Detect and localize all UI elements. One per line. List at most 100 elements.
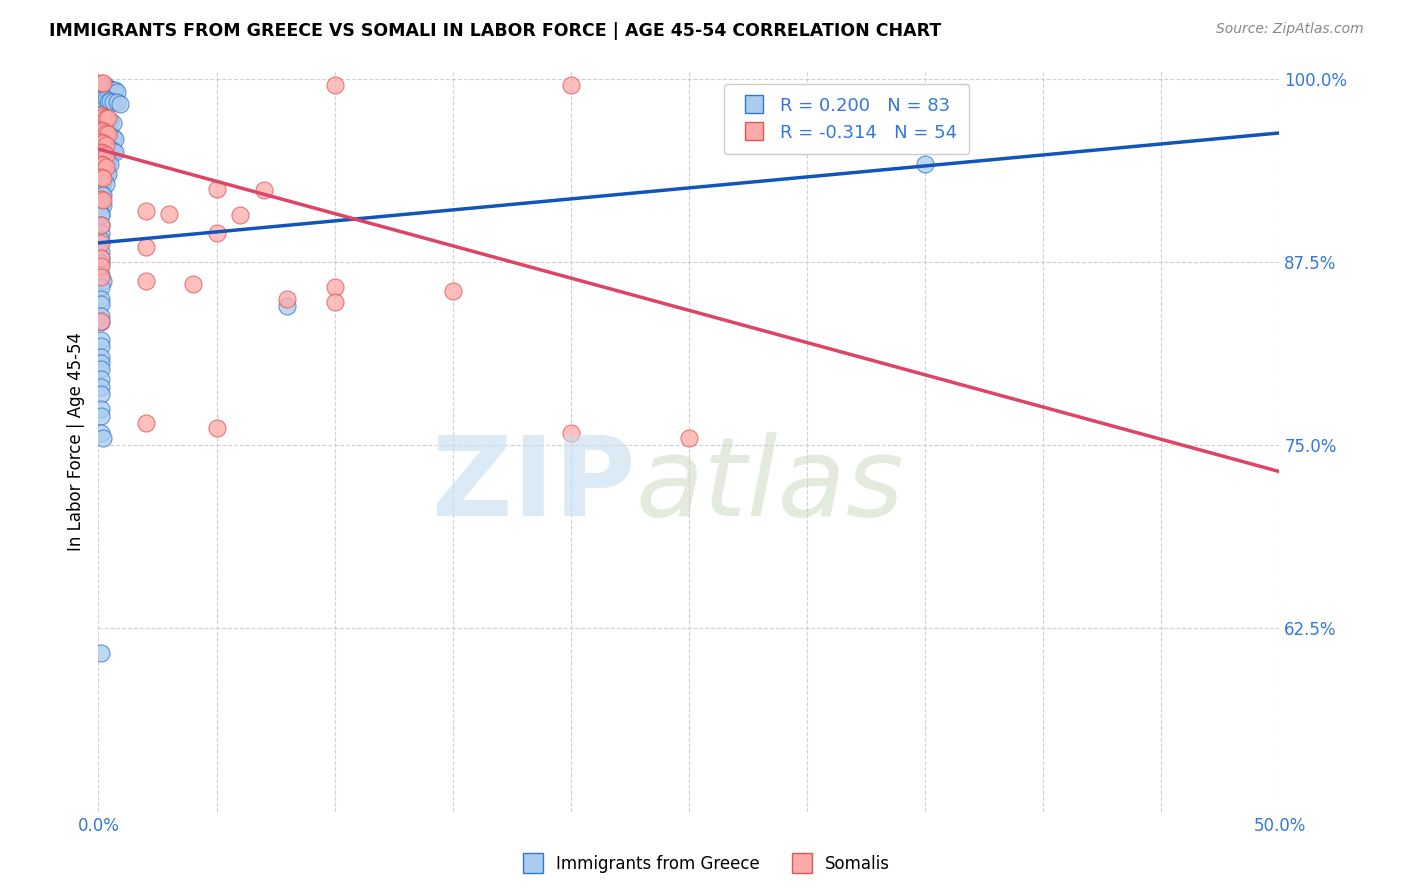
Point — [90, 387, 112, 401]
Point — [90, 78, 112, 93]
Point — [90, 157, 112, 171]
Point — [90, 233, 112, 247]
Point — [94, 92, 117, 106]
Point — [98, 94, 121, 108]
Point — [91, 153, 114, 167]
Point — [104, 83, 127, 97]
Point — [91, 124, 114, 138]
Point — [105, 85, 128, 99]
Text: ZIP: ZIP — [433, 433, 636, 540]
Point — [276, 292, 298, 306]
Point — [323, 78, 346, 92]
Point — [90, 76, 112, 90]
Point — [90, 123, 112, 137]
Point — [90, 251, 112, 265]
Point — [101, 144, 124, 158]
Point — [90, 145, 112, 159]
Point — [90, 379, 112, 393]
Point — [91, 110, 114, 124]
Point — [90, 206, 112, 220]
Point — [97, 94, 120, 108]
Point — [94, 112, 117, 126]
Point — [90, 338, 112, 352]
Point — [94, 153, 117, 168]
Point — [91, 137, 114, 152]
Point — [135, 240, 157, 254]
Point — [91, 171, 114, 186]
Point — [98, 82, 121, 96]
Point — [90, 219, 112, 233]
Point — [101, 83, 124, 97]
Point — [90, 372, 112, 386]
Point — [1386, 636, 1406, 650]
Point — [135, 203, 157, 218]
Point — [181, 277, 204, 291]
Point — [90, 426, 112, 441]
Point — [90, 646, 112, 660]
Point — [101, 116, 124, 130]
Point — [323, 280, 346, 294]
Point — [90, 292, 112, 306]
Point — [91, 176, 114, 190]
Point — [90, 268, 112, 282]
Point — [97, 112, 120, 127]
Point — [560, 426, 582, 441]
Point — [94, 178, 117, 192]
Point — [276, 299, 298, 313]
Point — [94, 148, 117, 162]
Point — [97, 128, 120, 142]
Point — [91, 146, 114, 161]
Point — [91, 431, 114, 445]
Point — [90, 169, 112, 184]
Point — [101, 130, 124, 145]
Point — [90, 260, 112, 274]
Point — [91, 92, 114, 106]
Point — [97, 167, 120, 181]
Point — [560, 78, 582, 92]
Point — [94, 137, 117, 152]
Point — [90, 135, 112, 149]
Point — [91, 198, 114, 212]
Point — [98, 128, 121, 143]
Legend: R = 0.200   N = 83, R = -0.314   N = 54: R = 0.200 N = 83, R = -0.314 N = 54 — [724, 84, 969, 154]
Point — [914, 157, 936, 171]
Point — [94, 112, 117, 126]
Point — [90, 313, 112, 327]
Point — [323, 294, 346, 309]
Point — [91, 124, 114, 138]
Point — [90, 315, 112, 329]
Legend: Immigrants from Greece, Somalis: Immigrants from Greece, Somalis — [509, 848, 897, 880]
Point — [94, 165, 117, 179]
Point — [90, 208, 112, 222]
Point — [90, 269, 112, 284]
Point — [253, 183, 276, 197]
Point — [678, 431, 700, 445]
Point — [90, 219, 112, 233]
Point — [90, 333, 112, 347]
Point — [157, 206, 180, 220]
Y-axis label: In Labor Force | Age 45-54: In Labor Force | Age 45-54 — [66, 332, 84, 551]
Point — [105, 95, 128, 110]
Point — [90, 409, 112, 423]
Point — [90, 186, 112, 200]
Point — [90, 196, 112, 211]
Point — [97, 128, 120, 142]
Point — [90, 162, 112, 177]
Text: atlas: atlas — [636, 433, 904, 540]
Point — [90, 151, 112, 165]
Text: Source: ZipAtlas.com: Source: ZipAtlas.com — [1216, 22, 1364, 37]
Point — [104, 132, 127, 146]
Point — [94, 139, 117, 153]
Point — [97, 155, 120, 169]
Point — [90, 192, 112, 206]
Point — [98, 142, 121, 156]
Point — [135, 416, 157, 430]
Point — [90, 356, 112, 370]
Point — [91, 136, 114, 151]
Point — [91, 110, 114, 124]
Point — [91, 274, 114, 288]
Point — [91, 194, 114, 208]
Point — [205, 181, 228, 195]
Point — [90, 362, 112, 376]
Point — [108, 96, 131, 111]
